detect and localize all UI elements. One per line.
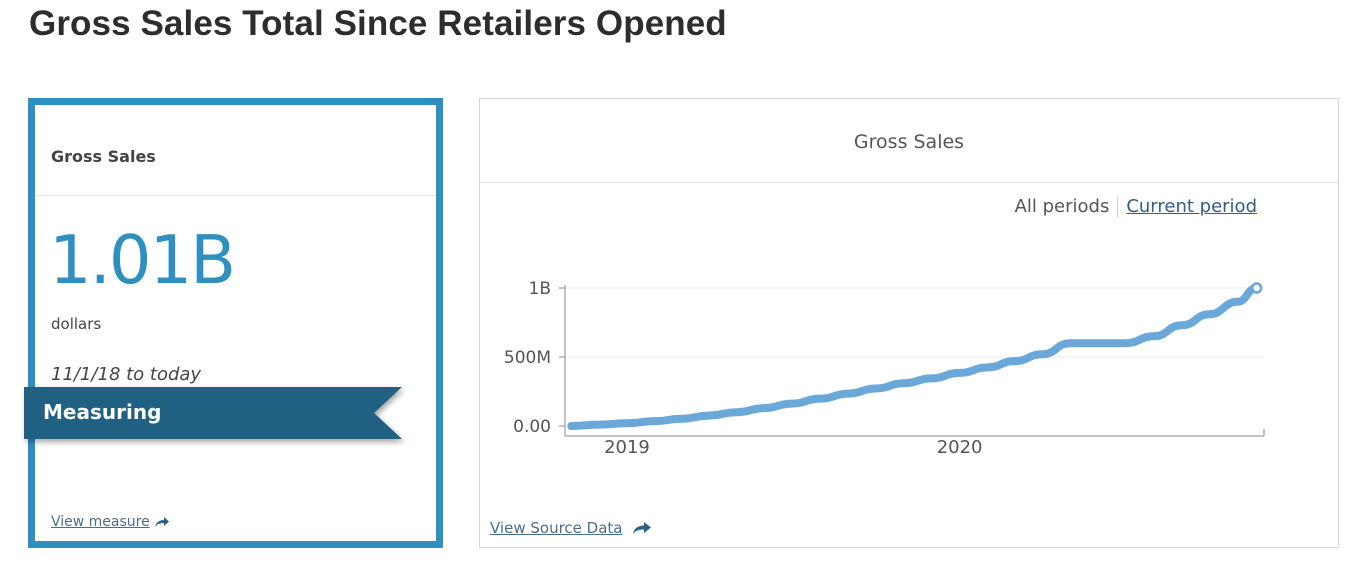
measure-card-header: Gross Sales (35, 105, 436, 196)
y-tick-label: 500M (504, 348, 551, 368)
chart-card-header: Gross Sales (480, 99, 1338, 183)
measure-card-title: Gross Sales (51, 147, 156, 166)
view-source-data-link[interactable]: View Source Data (490, 519, 652, 537)
period-divider (1117, 196, 1119, 217)
series-layer (567, 282, 1263, 430)
share-arrow-icon (633, 522, 652, 534)
gross-sales-chart: 0.00 500M 1B 2019 2020 (504, 279, 1265, 458)
x-tick-label: 2019 (604, 437, 650, 458)
period-switch: All periods Current period (1015, 196, 1257, 217)
measure-value: 1.01B (49, 221, 236, 299)
chart-title: Gross Sales (853, 131, 965, 153)
series-line (567, 284, 1261, 430)
view-measure-label: View measure (51, 514, 150, 530)
all-periods-option[interactable]: All periods (1014, 196, 1110, 217)
series-end-point (1250, 282, 1263, 294)
share-arrow-icon (154, 517, 169, 527)
page-title: Gross Sales Total Since Retailers Opened (29, 4, 727, 43)
chart-card: Gross Sales All periods Current period 0… (479, 98, 1339, 548)
measure-card: Gross Sales 1.01B dollars 11/1/18 to tod… (28, 98, 443, 548)
view-source-data-label: View Source Data (490, 519, 623, 537)
measuring-ribbon-label: Measuring (43, 400, 162, 424)
view-measure-link[interactable]: View measure (51, 514, 170, 530)
y-tick-label: 0.00 (513, 417, 551, 437)
axis-layer: 0.00 500M 1B 2019 2020 (504, 279, 1265, 458)
grid-layer (565, 287, 1264, 358)
measure-unit: dollars (51, 315, 102, 333)
measure-date-range: 11/1/18 to today (51, 364, 202, 385)
measuring-ribbon (24, 387, 402, 439)
series-start-point (567, 422, 576, 430)
y-tick-label: 1B (529, 279, 551, 299)
x-tick-label: 2020 (937, 437, 983, 458)
current-period-option[interactable]: Current period (1126, 196, 1257, 217)
